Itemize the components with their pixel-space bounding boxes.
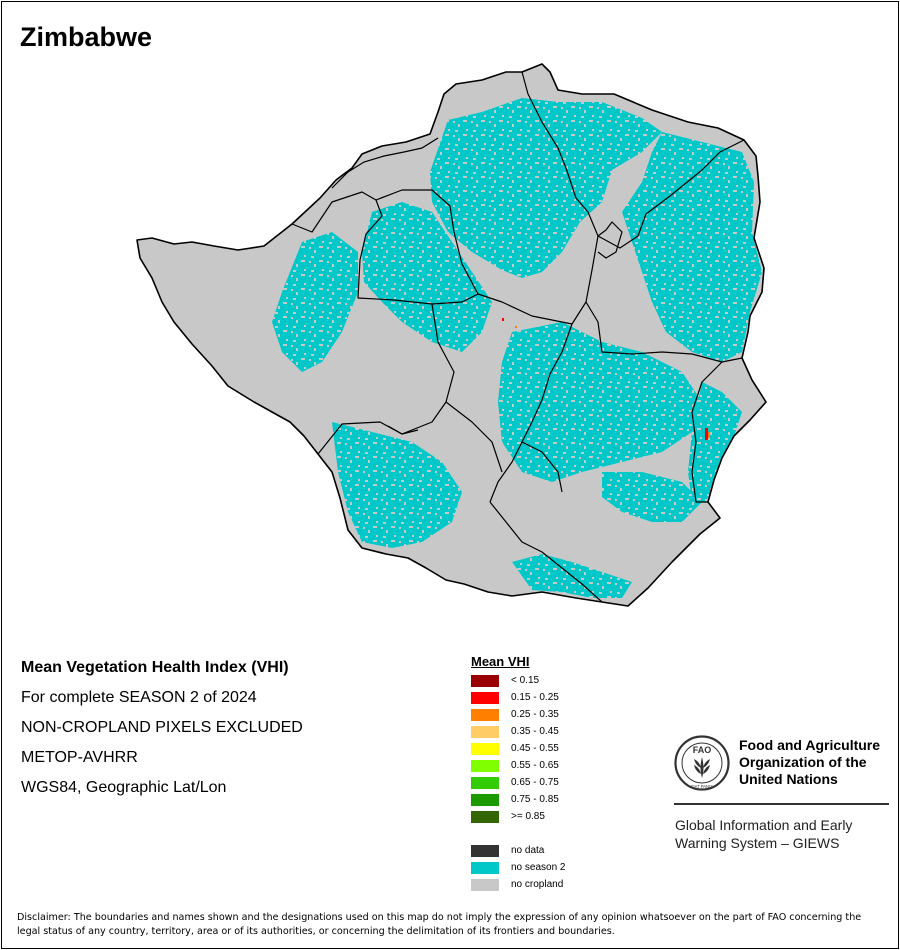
cropland-southeast: [602, 472, 702, 522]
legend-swatch: [471, 743, 499, 755]
legend-item: 0.35 - 0.45: [471, 724, 559, 741]
legend-gap: [471, 826, 530, 843]
org-name-line: Organization of the: [739, 754, 867, 770]
sensor-label: METOP-AVHRR: [21, 749, 138, 766]
legend-swatch: [471, 794, 499, 806]
map-subject-title: Mean Vegetation Health Index (VHI): [21, 659, 289, 676]
legend-swatch: [471, 879, 499, 891]
legend-swatch: [471, 811, 499, 823]
legend-swatch: [471, 726, 499, 738]
cropland-southwest: [332, 422, 462, 548]
legend-label: < 0.15: [511, 675, 540, 686]
legend-label: 0.65 - 0.75: [511, 777, 559, 788]
legend-item: 0.55 - 0.65: [471, 758, 559, 775]
legend-label: 0.45 - 0.55: [511, 743, 559, 754]
country-title: Zimbabwe: [20, 22, 153, 52]
zimbabwe-map: [136, 63, 767, 607]
legend-item: < 0.15: [471, 673, 539, 690]
low-vhi-spots: [502, 318, 710, 440]
legend-item: 0.65 - 0.75: [471, 775, 559, 792]
vhi-legend: Mean VHI < 0.15 0.15 - 0.25 0.25 - 0.35 …: [471, 653, 566, 894]
season-label: For complete SEASON 2 of 2024: [21, 689, 257, 706]
legend-label: no season 2: [511, 862, 566, 873]
lake-kariba-shore: [331, 137, 439, 189]
legend-label: >= 0.85: [511, 811, 545, 822]
legend-label: 0.35 - 0.45: [511, 726, 559, 737]
logo-motto: FIAT PANIS: [691, 784, 713, 789]
legend-item: 0.45 - 0.55: [471, 741, 559, 758]
legend-swatch: [471, 692, 499, 704]
legend-item: >= 0.85: [471, 809, 545, 826]
cropland-areas: [272, 98, 762, 598]
projection-label: WGS84, Geographic Lat/Lon: [21, 779, 227, 796]
legend-label: no data: [511, 845, 545, 856]
legend-item: no season 2: [471, 860, 566, 877]
cropland-east-strip: [688, 382, 742, 502]
legend-swatch: [471, 777, 499, 789]
legend-label: no cropland: [511, 879, 564, 890]
giews-label: Global Information and Early Warning Sys…: [675, 816, 852, 852]
logo-letters: FAO: [693, 745, 712, 755]
org-divider: [674, 803, 889, 805]
legend-label: 0.15 - 0.25: [511, 692, 559, 703]
cropland-west: [272, 232, 358, 372]
legend-item: 0.15 - 0.25: [471, 690, 559, 707]
legend-label: 0.25 - 0.35: [511, 709, 559, 720]
legend-item: no cropland: [471, 877, 563, 894]
legend-swatch: [471, 709, 499, 721]
disclaimer-text: Disclaimer: The boundaries and names sho…: [17, 912, 862, 937]
legend-swatch: [471, 760, 499, 772]
cropland-northeast: [622, 132, 762, 362]
legend-item: 0.25 - 0.35: [471, 707, 559, 724]
fao-logo-icon: FAO FIAT PANIS: [674, 735, 730, 791]
map-info-block: Mean Vegetation Health Index (VHI) For c…: [21, 658, 303, 808]
giews-line: Warning System – GIEWS: [675, 835, 840, 851]
legend-swatch: [471, 862, 499, 874]
legend-swatch: [471, 675, 499, 687]
giews-line: Global Information and Early: [675, 817, 853, 833]
org-name-line: United Nations: [739, 771, 838, 787]
country-border: [136, 63, 767, 607]
cropland-north-central: [430, 98, 662, 278]
mask-note: NON-CROPLAND PIXELS EXCLUDED: [21, 719, 303, 736]
legend-item: 0.75 - 0.85: [471, 792, 559, 809]
province-boundaries: [291, 71, 745, 603]
legend-title: Mean VHI: [471, 654, 530, 669]
legend-label: 0.55 - 0.65: [511, 760, 559, 771]
cropland-midlands: [362, 202, 492, 352]
legend-swatch: [471, 845, 499, 857]
cropland-central: [498, 322, 702, 482]
org-name-line: Food and Agriculture: [739, 737, 881, 753]
legend-label: 0.75 - 0.85: [511, 794, 559, 805]
organization-name: Food and Agriculture Organization of the…: [739, 737, 880, 788]
legend-item: no data: [471, 843, 544, 860]
